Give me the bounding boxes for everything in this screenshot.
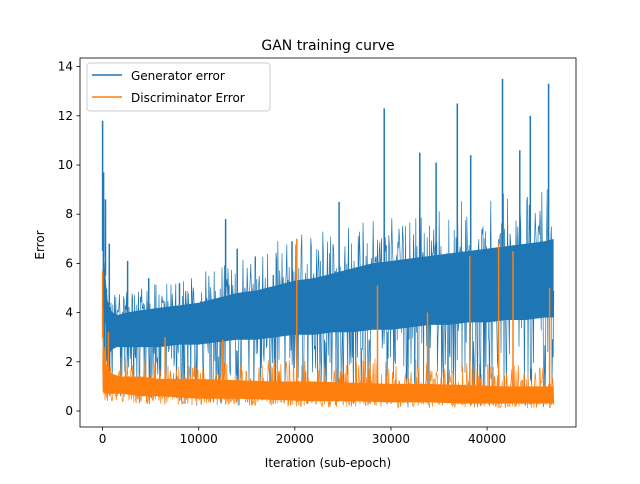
x-tick-label: 0 (99, 432, 107, 446)
plot-marks (101, 78, 555, 409)
series-line (102, 308, 555, 409)
legend-box (86, 62, 271, 112)
y-tick-label: 14 (58, 60, 73, 74)
legend-label-generator: Generator error (131, 69, 225, 83)
x-tick-label: 20000 (276, 432, 314, 446)
x-tick-label: 30000 (372, 432, 410, 446)
y-tick-label: 8 (65, 207, 73, 221)
series-generator (101, 78, 555, 408)
series-line (102, 176, 555, 408)
y-tick-label: 4 (65, 306, 73, 320)
legend: Generator error Discriminator Error (86, 62, 271, 112)
axes-border (79, 57, 577, 428)
legend-label-discriminator: Discriminator Error (131, 91, 245, 105)
y-tick-label: 0 (65, 404, 73, 418)
y-axis-label: Error (33, 230, 47, 259)
y-tick-label: 2 (65, 355, 73, 369)
series-discriminator (101, 238, 555, 409)
y-tick-label: 12 (58, 109, 73, 123)
x-tick-label: 40000 (468, 432, 506, 446)
x-tick-label: 10000 (180, 432, 218, 446)
y-tick-label: 6 (65, 256, 73, 270)
x-axis-label: Iteration (sub-epoch) (265, 456, 391, 470)
chart-title: GAN training curve (261, 38, 394, 54)
axes-frame (79, 57, 577, 428)
axis-ticks: 0 10000 20000 30000 40000 0 2 4 6 8 10 12 14 (58, 60, 506, 446)
y-tick-label: 10 (58, 158, 73, 172)
